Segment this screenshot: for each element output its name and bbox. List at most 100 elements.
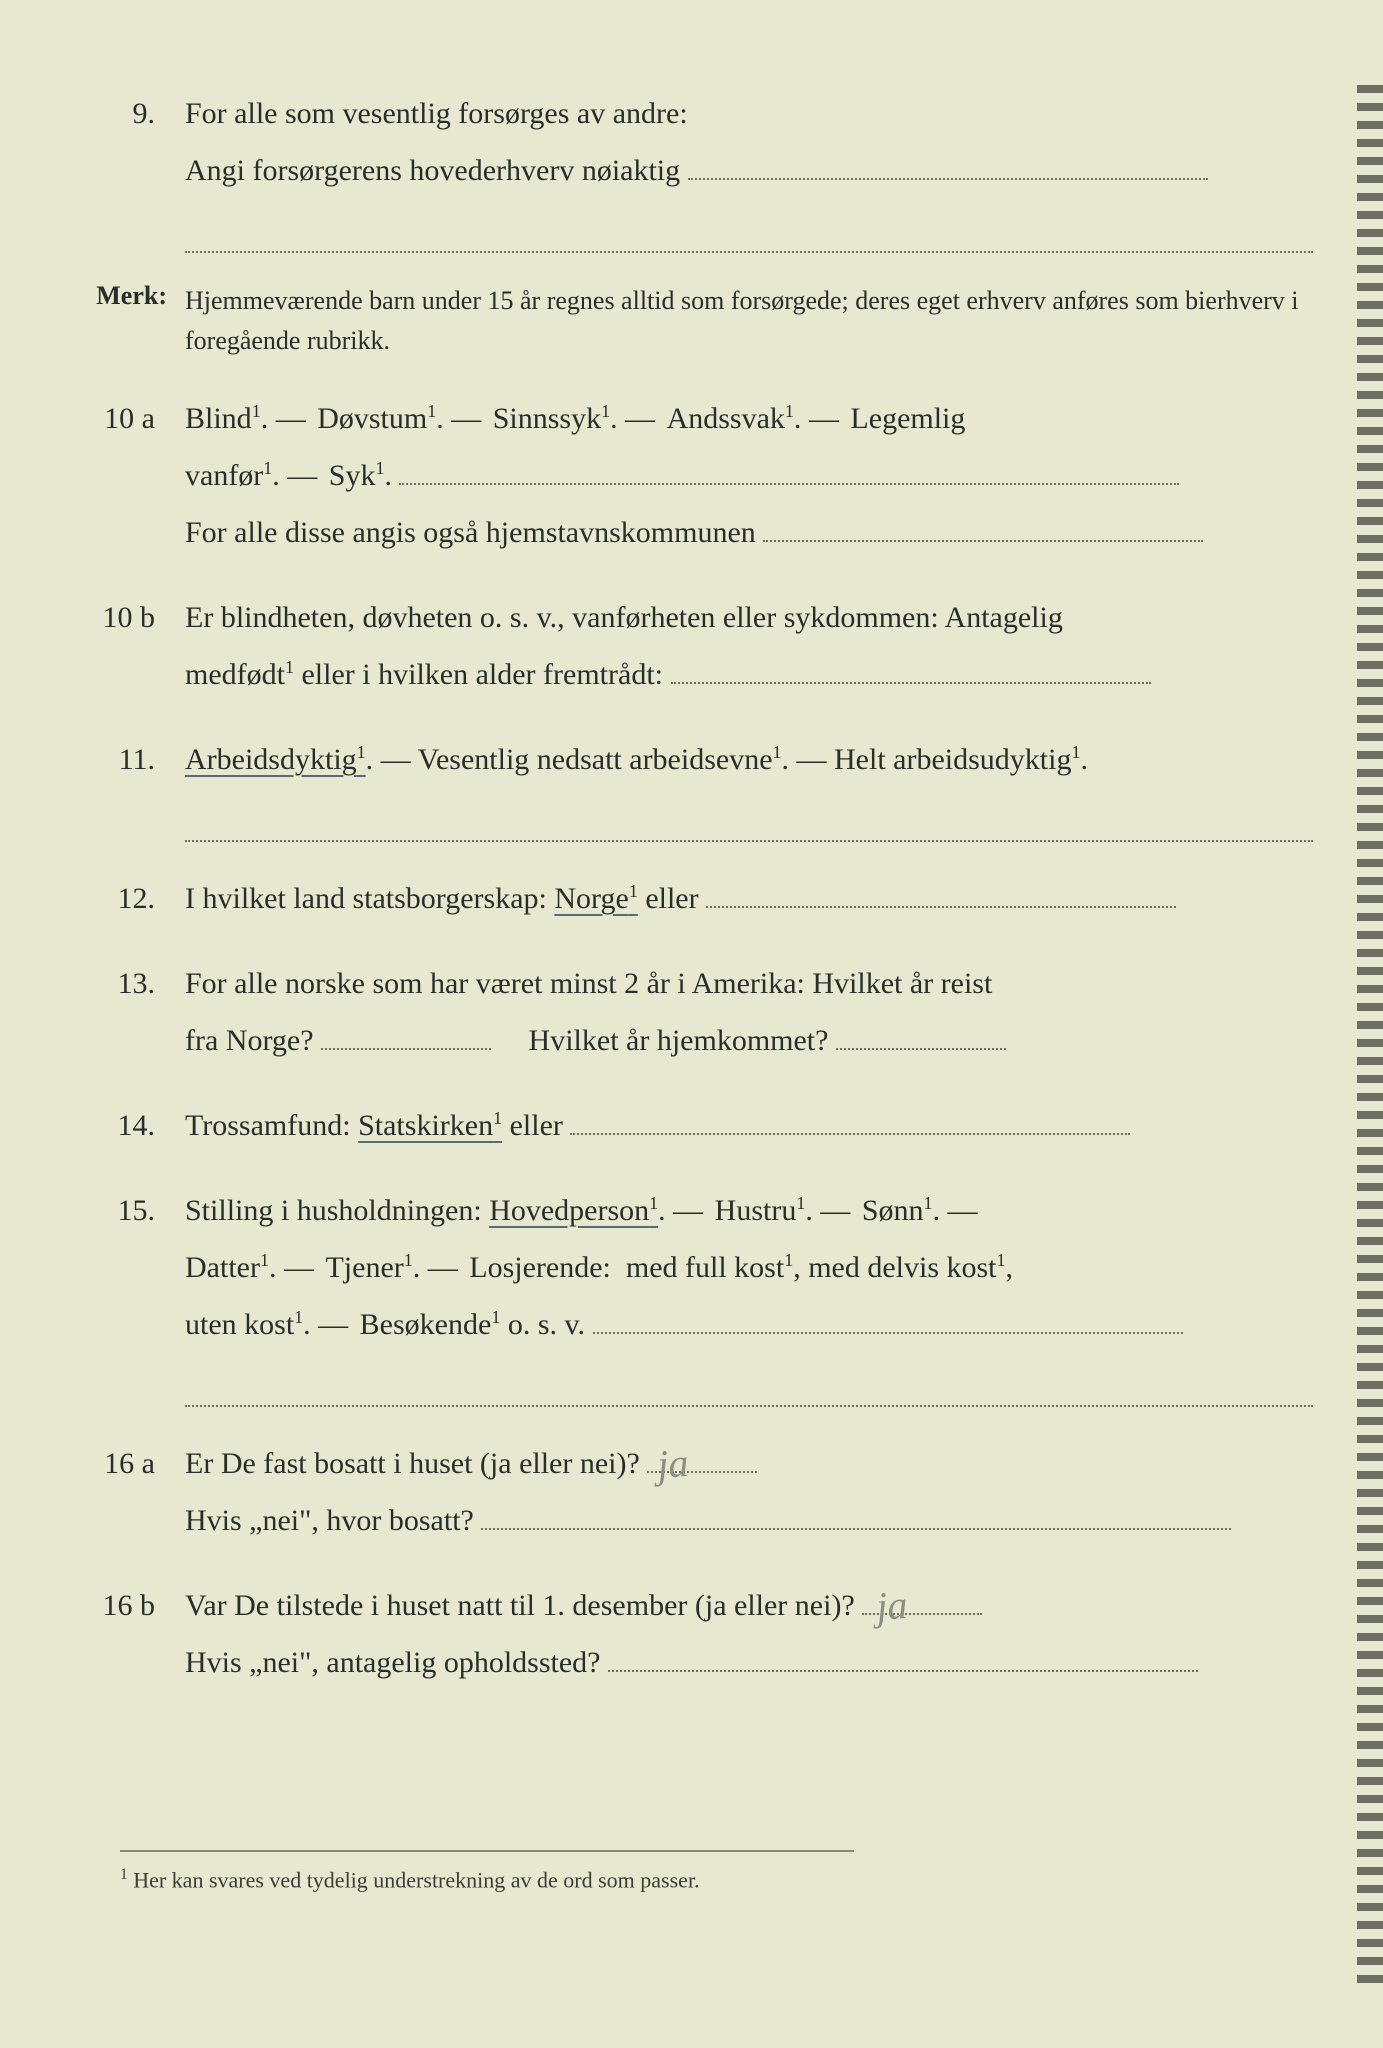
q12-number: 12. xyxy=(90,870,185,927)
sep: — xyxy=(797,743,835,776)
q10b-line1: Er blindheten, døvheten o. s. v., vanfør… xyxy=(185,601,1063,634)
q10a-number: 10 a xyxy=(90,390,185,561)
q15-blank-2[interactable] xyxy=(185,1359,1313,1407)
q12-opt-norge[interactable]: Norge1 xyxy=(554,882,637,915)
q16a-line2: Hvis „nei", hvor bosatt? xyxy=(185,1504,474,1537)
q15-opt-hovedperson[interactable]: Hovedperson1 xyxy=(489,1194,658,1227)
q16b-line2: Hvis „nei", antagelig opholdssted? xyxy=(185,1646,601,1679)
q15-opt-besokende[interactable]: Besøkende1 xyxy=(360,1308,501,1341)
q14-suffix: eller xyxy=(510,1109,563,1142)
q10a-opt-sinnssyk[interactable]: Sinnssyk1. xyxy=(493,402,618,435)
question-16a: 16 a Er De fast bosatt i huset (ja eller… xyxy=(90,1435,1313,1549)
sep: — xyxy=(820,1194,862,1227)
q13-blank-2[interactable] xyxy=(836,1021,1006,1050)
q15-opt-datter[interactable]: Datter1. xyxy=(185,1251,276,1284)
q14-opt-statskirken[interactable]: Statskirken1 xyxy=(358,1109,502,1142)
sep: — xyxy=(809,402,851,435)
q14-number: 14. xyxy=(90,1097,185,1154)
q16a-answer-handwritten: ja xyxy=(655,1425,691,1503)
q10a-line3: For alle disse angis også hjemstavnskomm… xyxy=(185,516,756,549)
q15-prefix: Stilling i husholdningen: xyxy=(185,1194,489,1227)
q10a-blank-1[interactable] xyxy=(399,456,1179,485)
sep: — xyxy=(948,1194,978,1227)
merk-text: Hjemmeværende barn under 15 år regnes al… xyxy=(185,281,1313,362)
q16b-body: Var De tilstede i huset natt til 1. dese… xyxy=(185,1577,1313,1691)
q16a-body: Er De fast bosatt i huset (ja eller nei)… xyxy=(185,1435,1313,1549)
q9-line2-prefix: Angi forsørgerens hovederhverv nøiaktig xyxy=(185,154,680,187)
question-10a: 10 a Blind1. — Døvstum1. — Sinnssyk1. — … xyxy=(90,390,1313,561)
q10a-blank-2[interactable] xyxy=(763,513,1203,542)
q13-blank-1[interactable] xyxy=(321,1021,491,1050)
q15-number: 15. xyxy=(90,1182,185,1407)
q11-number: 11. xyxy=(90,731,185,842)
q11-opt-udyktig[interactable]: Helt arbeidsudyktig1. xyxy=(834,743,1088,776)
q9-line1: For alle som vesentlig forsørges av andr… xyxy=(185,97,688,130)
q11-opt-nedsatt[interactable]: Vesentlig nedsatt arbeidsevne1. xyxy=(418,743,789,776)
question-13: 13. For alle norske som har været minst … xyxy=(90,955,1313,1069)
q16b-line1: Var De tilstede i huset natt til 1. dese… xyxy=(185,1589,855,1622)
question-11: 11. Arbeidsdyktig1. — Vesentlig nedsatt … xyxy=(90,731,1313,842)
q15-body: Stilling i husholdningen: Hovedperson1. … xyxy=(185,1182,1313,1407)
q9-blank-1[interactable] xyxy=(688,152,1208,181)
q16a-blank-2[interactable] xyxy=(481,1501,1231,1530)
q15-blank-1[interactable] xyxy=(593,1305,1183,1334)
q9-number: 9. xyxy=(90,85,185,253)
sep: — xyxy=(287,459,329,492)
q15-losjerende: Losjerende: xyxy=(469,1251,611,1284)
q15-opt-sonn[interactable]: Sønn1. xyxy=(862,1194,940,1227)
question-14: 14. Trossamfund: Statskirken1 eller xyxy=(90,1097,1313,1154)
q12-body: I hvilket land statsborgerskap: Norge1 e… xyxy=(185,870,1313,927)
q10a-opt-dovstum[interactable]: Døvstum1. xyxy=(317,402,444,435)
q10b-text2b: eller i hvilken alder fremtrådt: xyxy=(301,658,663,691)
q10a-body: Blind1. — Døvstum1. — Sinnssyk1. — Andss… xyxy=(185,390,1313,561)
q13-line1: For alle norske som har været minst 2 år… xyxy=(185,967,992,1000)
q16b-answer-blank[interactable]: ja xyxy=(862,1586,982,1615)
q15-osv: o. s. v. xyxy=(508,1308,585,1341)
q13-number: 13. xyxy=(90,955,185,1069)
q11-opt-arbeidsdyktig[interactable]: Arbeidsdyktig1 xyxy=(185,743,366,776)
q15-opt-utenkost[interactable]: uten kost1. xyxy=(185,1308,311,1341)
q10b-blank[interactable] xyxy=(671,655,1151,684)
q11-body: Arbeidsdyktig1. — Vesentlig nedsatt arbe… xyxy=(185,731,1313,842)
footnote-text: Her kan svares ved tydelig understreknin… xyxy=(133,1867,699,1892)
q14-blank[interactable] xyxy=(570,1106,1130,1135)
q14-body: Trossamfund: Statskirken1 eller xyxy=(185,1097,1313,1154)
q16b-blank-2[interactable] xyxy=(608,1643,1198,1672)
q10a-opt-andssvak[interactable]: Andssvak1. xyxy=(667,402,802,435)
footnote: 1 Her kan svares ved tydelig understrekn… xyxy=(120,1850,854,1893)
sep: — xyxy=(673,1194,715,1227)
q9-blank-2[interactable] xyxy=(185,205,1313,253)
sep: — xyxy=(625,402,667,435)
sep: — xyxy=(276,402,318,435)
q12-blank[interactable] xyxy=(706,879,1176,908)
sep: — xyxy=(381,743,418,776)
q15-opt-fullkost[interactable]: med full kost1, xyxy=(626,1251,801,1284)
perforation-edge xyxy=(1357,85,1383,1988)
q10b-opt-medfodt[interactable]: medfødt1 xyxy=(185,658,294,691)
q10a-opt-blind[interactable]: Blind1. xyxy=(185,402,268,435)
question-9: 9. For alle som vesentlig forsørges av a… xyxy=(90,85,1313,253)
question-12: 12. I hvilket land statsborgerskap: Norg… xyxy=(90,870,1313,927)
q13-line2a: fra Norge? xyxy=(185,1024,314,1057)
q13-line2b: Hvilket år hjemkommet? xyxy=(529,1024,829,1057)
q15-opt-delviskost[interactable]: med delvis kost1, xyxy=(808,1251,1013,1284)
q10a-opt-legemlig[interactable]: Legemlig xyxy=(850,402,965,435)
q15-opt-hustru[interactable]: Hustru1. xyxy=(715,1194,813,1227)
q10a-opt-syk[interactable]: Syk1. xyxy=(329,459,392,492)
merk-note: Merk: Hjemmeværende barn under 15 år reg… xyxy=(90,281,1313,362)
q16b-answer-handwritten: ja xyxy=(874,1567,910,1645)
q10a-opt-vanfor[interactable]: vanfør1. xyxy=(185,459,280,492)
q12-prefix: I hvilket land statsborgerskap: xyxy=(185,882,554,915)
q11-blank[interactable] xyxy=(185,794,1313,842)
q9-body: For alle som vesentlig forsørges av andr… xyxy=(185,85,1313,253)
q15-opt-tjener[interactable]: Tjener1. xyxy=(325,1251,420,1284)
sep: — xyxy=(451,402,493,435)
question-10b: 10 b Er blindheten, døvheten o. s. v., v… xyxy=(90,589,1313,703)
question-15: 15. Stilling i husholdningen: Hovedperso… xyxy=(90,1182,1313,1407)
q16a-answer-blank[interactable]: ja xyxy=(647,1444,757,1473)
q16a-number: 16 a xyxy=(90,1435,185,1549)
q12-suffix: eller xyxy=(645,882,698,915)
sep: — xyxy=(284,1251,326,1284)
question-16b: 16 b Var De tilstede i huset natt til 1.… xyxy=(90,1577,1313,1691)
q16b-number: 16 b xyxy=(90,1577,185,1691)
